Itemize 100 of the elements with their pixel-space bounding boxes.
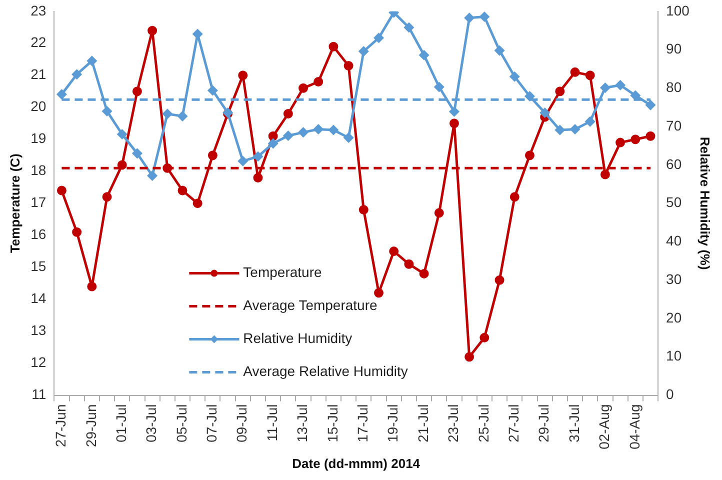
point [132, 148, 142, 158]
point [117, 129, 127, 139]
point [192, 198, 202, 208]
point [328, 42, 338, 52]
x-tick-label: 25-Jul [475, 404, 492, 442]
point [449, 118, 459, 128]
point [434, 82, 444, 92]
x-tick-label: 07-Jul [204, 404, 220, 442]
x-tick-label: 02-Aug [596, 404, 612, 450]
point [510, 192, 520, 202]
x-tick-label: 23-Jul [445, 404, 462, 442]
point [344, 132, 354, 142]
point [600, 83, 610, 93]
point [56, 90, 66, 100]
x-tick-label: 27-Jul [505, 404, 522, 442]
point [600, 170, 610, 180]
point [404, 259, 414, 269]
y-tick-label: 12 [30, 354, 46, 370]
point [630, 90, 640, 100]
y-tick-label: 17 [30, 194, 46, 210]
y-tick-label: 20 [30, 98, 46, 114]
point [238, 156, 248, 166]
point [253, 172, 263, 182]
point [464, 352, 474, 362]
point [178, 111, 188, 121]
x-tick-label: 27-Jun [52, 404, 69, 448]
y2-tick-label: 0 [666, 386, 674, 402]
point [132, 86, 142, 96]
y-tick-label: 16 [30, 226, 46, 242]
y2-tick-label: 40 [666, 232, 682, 249]
legend-label: Relative Humidity [243, 330, 352, 346]
y-tick-label: 15 [30, 258, 46, 274]
point [510, 72, 520, 82]
point [374, 288, 384, 298]
y-axis-title: Temperature (C) [7, 154, 22, 254]
point [162, 109, 172, 119]
point [389, 246, 399, 256]
x-tick-label: 21-Jul [414, 404, 431, 442]
legend-label: Temperature [243, 264, 322, 280]
point [238, 70, 248, 80]
point [419, 50, 429, 60]
y-tick-label: 21 [30, 66, 46, 82]
point [646, 100, 656, 110]
point [87, 282, 97, 292]
point [72, 227, 82, 237]
y2-tick-label: 100 [666, 2, 690, 18]
y2-tick-label: 10 [666, 348, 682, 364]
point [72, 70, 82, 80]
legend-label: Average Temperature [243, 297, 378, 314]
y2-tick-label: 70 [666, 117, 682, 134]
point [524, 91, 534, 101]
y2-tick-label: 30 [666, 270, 682, 287]
point [570, 124, 580, 134]
x-tick-label: 05-Jul [173, 404, 190, 442]
point [555, 125, 565, 135]
point [253, 152, 263, 162]
point [616, 138, 626, 148]
legend-label: Average Relative Humidity [243, 363, 408, 380]
x-tick-label: 19-Jul [384, 404, 401, 442]
x-tick-label: 29-Jun [82, 404, 99, 448]
y2-tick-label: 90 [666, 40, 682, 57]
x-tick-label: 15-Jul [324, 404, 340, 442]
point [102, 106, 112, 116]
y2-tick-label: 60 [666, 156, 682, 172]
point [524, 150, 534, 160]
point [208, 150, 218, 160]
point [87, 56, 97, 66]
x-tick-label: 11-Jul [264, 404, 280, 442]
point [570, 67, 580, 77]
y2-tick-label: 20 [666, 309, 682, 326]
x-tick-label: 13-Jul [294, 404, 310, 442]
x-tick-label: 09-Jul [234, 404, 250, 442]
point [585, 116, 595, 126]
point [148, 26, 158, 36]
point [283, 109, 293, 119]
point [374, 33, 384, 43]
x-tick-label: 03-Jul [143, 404, 160, 442]
y-tick-label: 19 [30, 130, 46, 146]
point [148, 170, 158, 180]
point [298, 128, 308, 138]
point [178, 186, 188, 196]
point [555, 86, 565, 96]
point [480, 12, 490, 22]
y2-tick-label: 50 [666, 194, 682, 210]
point [314, 124, 324, 134]
point [268, 131, 278, 141]
point [434, 208, 444, 218]
x-tick-label: 17-Jul [354, 404, 371, 442]
point [344, 61, 354, 71]
point [102, 192, 112, 202]
y-tick-label: 14 [30, 290, 46, 306]
point [192, 29, 202, 39]
point [268, 138, 278, 148]
y2-axis-title: Relative Humidity (%) [698, 136, 713, 270]
x-tick-label: 31-Jul [566, 404, 582, 442]
point [464, 13, 474, 23]
x-tick-label: 29-Jul [536, 404, 552, 442]
point [585, 70, 595, 80]
y-tick-label: 18 [30, 162, 46, 178]
point [494, 275, 504, 285]
